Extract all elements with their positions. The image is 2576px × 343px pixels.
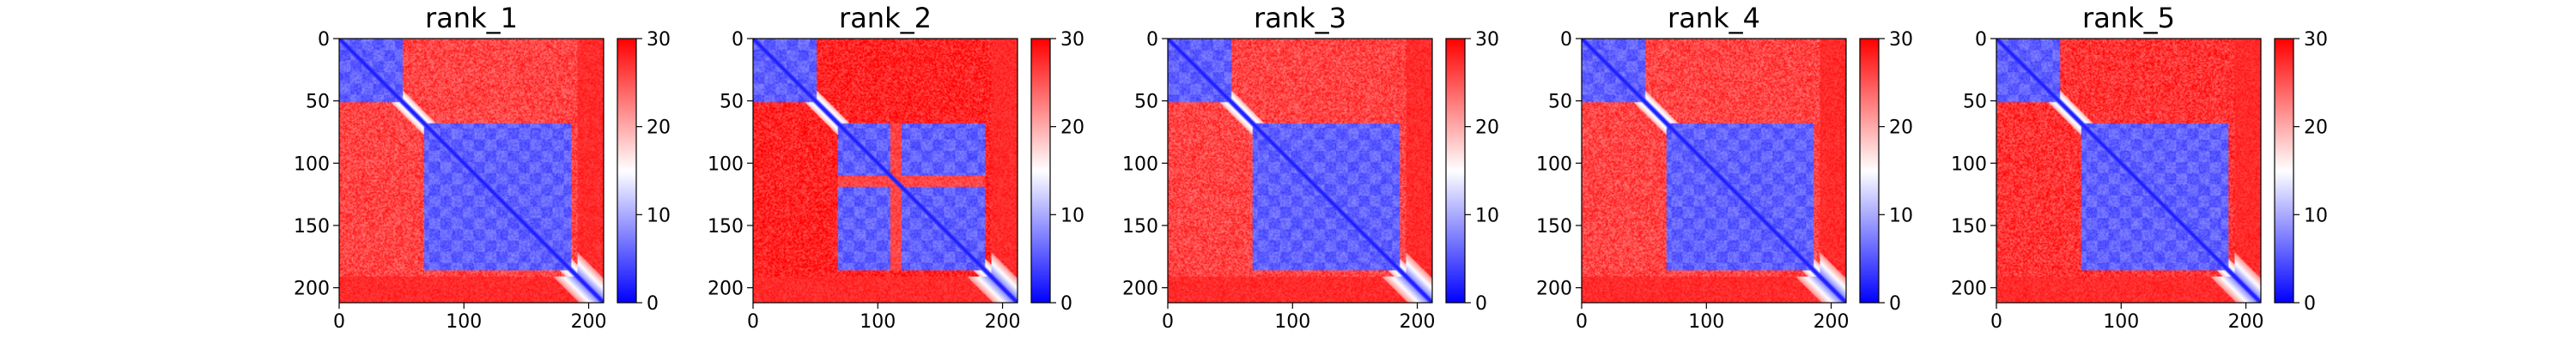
colorbar-tick-label: 10 (647, 205, 671, 226)
heatmap-image (339, 39, 604, 303)
heatmap-image (1168, 39, 1432, 303)
colorbar-tick-label: 20 (647, 117, 671, 139)
colorbar-tick-label: 30 (1475, 29, 1499, 51)
colorbar-tick-label: 20 (2304, 117, 2328, 139)
colorbar (617, 39, 636, 303)
y-tick-label: 50 (1963, 92, 1987, 113)
colorbar-tick-label: 10 (1889, 205, 1913, 226)
y-tick-label: 100 (1951, 153, 1987, 175)
panel-title: rank_2 (839, 2, 932, 34)
colorbar (1446, 39, 1465, 303)
panel-title: rank_4 (1668, 2, 1760, 34)
colorbar-tick-label: 30 (2304, 29, 2328, 51)
colorbar (1860, 39, 1879, 303)
x-tick-label: 200 (985, 311, 1021, 333)
y-tick-label: 100 (708, 153, 744, 175)
colorbar-tick-label: 0 (1475, 293, 1487, 315)
y-tick-label: 200 (294, 279, 330, 300)
y-tick-label: 150 (1536, 216, 1572, 238)
x-tick-label: 100 (1274, 311, 1310, 333)
y-tick-label: 50 (306, 92, 330, 113)
y-tick-label: 200 (708, 279, 744, 300)
colorbar-tick-label: 10 (1475, 205, 1499, 226)
heatmap-image (753, 39, 1018, 303)
y-tick-label: 50 (1548, 92, 1572, 113)
x-tick-label: 0 (747, 311, 759, 333)
colorbar-tick-label: 10 (1060, 205, 1084, 226)
y-tick-label: 100 (1122, 153, 1158, 175)
y-tick-label: 200 (1536, 279, 1572, 300)
y-tick-label: 150 (1951, 216, 1987, 238)
colorbar-tick-label: 30 (647, 29, 671, 51)
y-tick-label: 100 (1536, 153, 1572, 175)
colorbar-tick-label: 10 (2304, 205, 2328, 226)
panel-title: rank_1 (425, 2, 518, 34)
colorbar (2275, 39, 2293, 303)
colorbar-tick-label: 20 (1889, 117, 1913, 139)
colorbar-tick-label: 20 (1475, 117, 1499, 139)
panel-title: rank_3 (1254, 2, 1346, 34)
colorbar (1031, 39, 1050, 303)
y-tick-label: 0 (1975, 29, 1987, 51)
colorbar-tick-label: 0 (1889, 293, 1901, 315)
colorbar-tick-label: 20 (1060, 117, 1084, 139)
y-tick-label: 150 (1122, 216, 1158, 238)
y-tick-label: 0 (318, 29, 330, 51)
x-tick-label: 0 (333, 311, 345, 333)
x-tick-label: 0 (1576, 311, 1588, 333)
colorbar-tick-label: 0 (647, 293, 659, 315)
x-tick-label: 100 (1688, 311, 1724, 333)
colorbar-tick-label: 30 (1060, 29, 1084, 51)
x-tick-label: 200 (2228, 311, 2264, 333)
x-tick-label: 200 (571, 311, 607, 333)
colorbar-tick-label: 30 (1889, 29, 1913, 51)
heatmap-image (1996, 39, 2261, 303)
panel-title: rank_5 (2082, 2, 2175, 34)
y-tick-label: 200 (1951, 279, 1987, 300)
x-tick-label: 200 (1814, 311, 1850, 333)
heatmap-image (1582, 39, 1846, 303)
colorbar-tick-label: 0 (2304, 293, 2316, 315)
y-tick-label: 0 (732, 29, 744, 51)
y-tick-label: 150 (708, 216, 744, 238)
y-tick-label: 200 (1122, 279, 1158, 300)
x-tick-label: 0 (1990, 311, 2002, 333)
x-tick-label: 0 (1162, 311, 1174, 333)
x-tick-label: 100 (2103, 311, 2139, 333)
y-tick-label: 150 (294, 216, 330, 238)
x-tick-label: 200 (1400, 311, 1436, 333)
x-tick-label: 100 (446, 311, 482, 333)
y-tick-label: 50 (720, 92, 744, 113)
y-tick-label: 50 (1134, 92, 1158, 113)
y-tick-label: 100 (294, 153, 330, 175)
colorbar-tick-label: 0 (1060, 293, 1072, 315)
y-tick-label: 0 (1560, 29, 1572, 51)
y-tick-label: 0 (1146, 29, 1158, 51)
x-tick-label: 100 (860, 311, 896, 333)
